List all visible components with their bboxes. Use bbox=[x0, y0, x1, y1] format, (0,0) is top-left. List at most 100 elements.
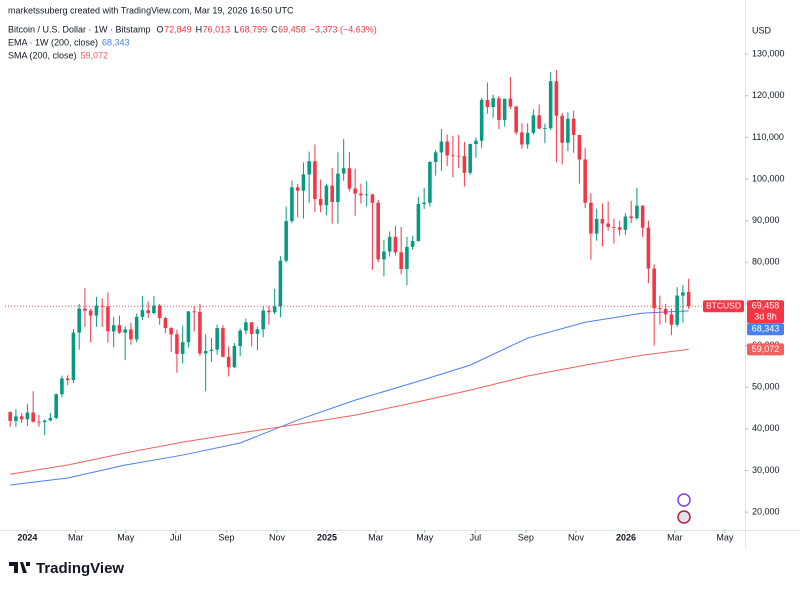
candle-body bbox=[525, 132, 530, 145]
candle-body bbox=[83, 308, 87, 311]
candle-body bbox=[60, 378, 64, 395]
candle-body bbox=[686, 292, 691, 307]
candle-body bbox=[571, 118, 576, 135]
candle-body bbox=[88, 310, 93, 316]
candle-body bbox=[14, 416, 18, 421]
price-tag bbox=[747, 323, 784, 336]
indicator-line bbox=[10, 348, 689, 475]
ohlc-value: 76,013 bbox=[203, 24, 231, 34]
x-tick-label: May bbox=[117, 532, 135, 542]
symbol-tag bbox=[703, 300, 744, 313]
ohlc-value: 68,799 bbox=[240, 24, 268, 34]
candle-body bbox=[600, 219, 605, 224]
candle-body bbox=[192, 311, 196, 313]
x-tick-label: May bbox=[716, 532, 734, 542]
indicator-lines bbox=[10, 310, 689, 486]
candle-body bbox=[612, 226, 616, 228]
candle-body bbox=[290, 187, 294, 222]
x-tick-label: Mar bbox=[68, 532, 84, 542]
candle-body bbox=[198, 311, 202, 354]
candle-body bbox=[284, 221, 288, 261]
candle-body bbox=[221, 328, 225, 357]
price-tag-label: 68,343 bbox=[752, 324, 780, 334]
candle-body bbox=[278, 260, 283, 307]
candle-body bbox=[37, 421, 41, 423]
x-tick-label: Mar bbox=[667, 532, 683, 542]
candle-body bbox=[261, 310, 265, 330]
symbol-tag-label: BTCUSD bbox=[706, 300, 741, 310]
candle-body bbox=[8, 412, 12, 421]
y-tick-label: 100,000 bbox=[752, 173, 785, 183]
candle-body bbox=[370, 194, 375, 203]
candle-body bbox=[663, 308, 668, 315]
candle-body bbox=[428, 161, 432, 203]
change-value: −3,373 (−4.63%) bbox=[310, 24, 377, 34]
candle-body bbox=[106, 306, 110, 332]
ohlc-value: 69,458 bbox=[278, 24, 306, 34]
y-tick-label: 40,000 bbox=[752, 423, 780, 433]
candle-body bbox=[65, 378, 70, 381]
candle-body bbox=[255, 329, 260, 334]
legend-value: 59,072 bbox=[81, 50, 109, 60]
candle-body bbox=[25, 412, 30, 420]
candle-body bbox=[629, 216, 633, 219]
currency-label: USD bbox=[752, 25, 772, 35]
candle-body bbox=[301, 174, 306, 191]
candle-body bbox=[456, 155, 461, 157]
price-tag-label: 69,458 bbox=[752, 301, 780, 311]
x-tick-label: Nov bbox=[568, 532, 585, 542]
candle-body bbox=[537, 115, 541, 129]
price-tag bbox=[747, 343, 784, 356]
ohlc-key: C bbox=[271, 24, 278, 34]
candle-body bbox=[554, 81, 559, 116]
y-tick-label: 110,000 bbox=[752, 132, 784, 142]
y-tick-label: 30,000 bbox=[752, 465, 780, 475]
candle-body bbox=[330, 185, 334, 202]
candle-body bbox=[658, 308, 662, 309]
candle-body bbox=[514, 106, 518, 133]
y-tick-label: 130,000 bbox=[752, 49, 785, 59]
candle-body bbox=[48, 418, 53, 421]
x-tick-label: 2025 bbox=[317, 532, 337, 542]
candle-body bbox=[462, 156, 467, 173]
candle-body bbox=[77, 308, 81, 333]
x-tick-label: May bbox=[416, 532, 434, 542]
legend-name: SMA (200, close) bbox=[8, 50, 77, 60]
candle-body bbox=[267, 310, 271, 313]
candle-body bbox=[502, 98, 507, 120]
x-tick-label: Sep bbox=[518, 532, 534, 542]
candle-body bbox=[129, 329, 133, 340]
candle-body bbox=[117, 325, 122, 333]
candle-body bbox=[31, 412, 35, 422]
candle-body bbox=[589, 202, 593, 234]
candle-body bbox=[163, 318, 168, 329]
candle-body bbox=[543, 128, 547, 130]
candle-body bbox=[594, 219, 599, 234]
x-tick-label: Sep bbox=[218, 532, 234, 542]
x-tick-label: Mar bbox=[368, 532, 384, 542]
candle-body bbox=[123, 329, 127, 333]
candle-body bbox=[531, 115, 536, 133]
candle-body bbox=[583, 159, 587, 203]
candle-body bbox=[548, 81, 553, 129]
candle-body bbox=[577, 134, 582, 160]
candle-body bbox=[347, 168, 352, 189]
candle-body bbox=[54, 394, 58, 419]
candle-body bbox=[134, 316, 139, 340]
candle-body bbox=[387, 236, 392, 252]
candle-body bbox=[232, 345, 237, 368]
candle-body bbox=[474, 140, 478, 145]
candle-body bbox=[393, 236, 398, 253]
candle-body bbox=[203, 350, 208, 354]
ohlc-value: 72,849 bbox=[164, 24, 192, 34]
y-tick-label: 20,000 bbox=[752, 506, 780, 516]
candle-body bbox=[226, 356, 231, 368]
candles bbox=[8, 69, 691, 436]
candle-body bbox=[497, 98, 501, 120]
candle-body bbox=[560, 115, 564, 143]
candle-body bbox=[451, 155, 455, 157]
event-icon bbox=[677, 493, 691, 507]
candle-body bbox=[244, 322, 248, 331]
